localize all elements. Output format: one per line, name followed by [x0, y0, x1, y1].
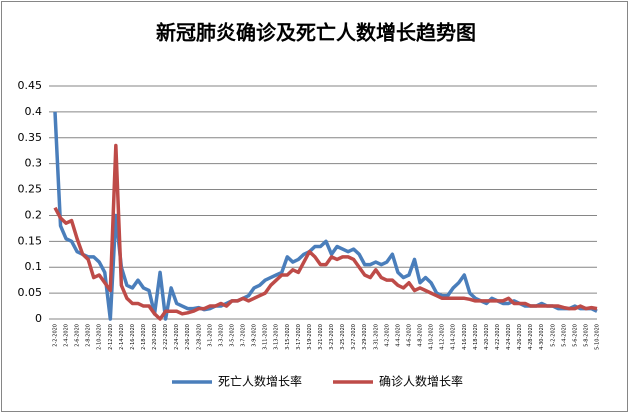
x-tick-label: 2-24-2020	[174, 324, 180, 350]
y-tick-label: 0.25	[18, 183, 43, 196]
x-tick-label: 4-14-2020	[451, 324, 457, 350]
series-line	[53, 111, 598, 321]
x-tick-label: 4-6-2020	[406, 324, 412, 347]
x-tick-label: 4-16-2020	[462, 324, 468, 350]
y-tick-label: 0.45	[18, 79, 43, 92]
x-tick-label: 4-28-2020	[528, 324, 534, 350]
x-tick-label: 3-13-2020	[274, 324, 280, 350]
x-tick-label: 4-22-2020	[495, 324, 501, 350]
x-tick-label: 5-6-2020	[572, 324, 578, 347]
x-tick-label: 3-17-2020	[296, 324, 302, 350]
y-tick-label: 0.35	[18, 131, 43, 144]
x-tick-label: 3-5-2020	[229, 324, 235, 347]
x-tick-label: 2-16-2020	[130, 324, 136, 350]
y-tick-label: 0.3	[25, 157, 43, 170]
x-tick-label: 4-30-2020	[539, 324, 545, 350]
x-tick-label: 3-23-2020	[329, 324, 335, 350]
x-tick-label: 5-4-2020	[561, 324, 567, 347]
x-tick-label: 2-18-2020	[141, 324, 147, 350]
y-tick-label: 0.05	[18, 286, 43, 299]
x-tick-label: 4-24-2020	[506, 324, 512, 350]
x-tick-label: 4-20-2020	[484, 324, 490, 350]
x-tick-label: 2-2-2020	[53, 324, 59, 347]
y-tick-label: 0.2	[25, 208, 43, 221]
x-tick-label: 5-2-2020	[550, 324, 556, 347]
series-line	[53, 143, 598, 321]
x-tick-label: 3-1-2020	[207, 324, 213, 347]
x-tick-label: 2-22-2020	[163, 324, 169, 350]
x-tick-label: 3-7-2020	[241, 324, 247, 347]
x-tick-label: 2-14-2020	[119, 324, 125, 350]
x-tick-label: 4-8-2020	[418, 324, 424, 347]
x-tick-label: 3-19-2020	[307, 324, 313, 350]
x-tick-label: 3-31-2020	[373, 324, 379, 350]
x-tick-label: 4-18-2020	[473, 324, 479, 350]
x-tick-label: 3-11-2020	[263, 324, 269, 350]
x-tick-label: 4-2-2020	[384, 324, 390, 347]
x-tick-label: 2-20-2020	[152, 324, 158, 350]
x-tick-label: 3-3-2020	[218, 324, 224, 347]
x-tick-label: 4-4-2020	[395, 324, 401, 347]
x-tick-label: 2-6-2020	[75, 324, 81, 347]
x-tick-label: 5-8-2020	[583, 324, 589, 347]
x-tick-label: 4-12-2020	[440, 324, 446, 350]
legend-label: 确诊人数增长率	[379, 374, 463, 389]
x-tick-label: 2-12-2020	[108, 324, 114, 350]
y-tick-label: 0.4	[25, 105, 43, 118]
x-tick-label: 3-15-2020	[285, 324, 291, 350]
y-tick-label: 0.1	[25, 260, 43, 273]
x-tick-label: 3-27-2020	[351, 324, 357, 350]
x-tick-label: 4-26-2020	[517, 324, 523, 350]
x-tick-label: 2-4-2020	[64, 324, 70, 347]
x-tick-label: 5-10-2020	[595, 324, 601, 350]
x-tick-label: 2-8-2020	[86, 324, 92, 347]
x-tick-label: 2-26-2020	[185, 324, 191, 350]
x-tick-label: 3-25-2020	[340, 324, 346, 350]
x-tick-label: 3-9-2020	[252, 324, 258, 347]
legend-label: 死亡人数增长率	[218, 374, 302, 389]
x-tick-label: 4-10-2020	[429, 324, 435, 350]
x-tick-label: 3-29-2020	[362, 324, 368, 350]
x-tick-label: 2-28-2020	[196, 324, 202, 350]
y-tick-label: 0.15	[18, 234, 43, 247]
chart-title: 新冠肺炎确诊及死亡人数增长趋势图	[156, 21, 476, 45]
x-tick-label: 2-10-2020	[97, 324, 103, 350]
x-tick-label: 3-21-2020	[318, 324, 324, 350]
y-tick-label: 0	[35, 312, 42, 325]
